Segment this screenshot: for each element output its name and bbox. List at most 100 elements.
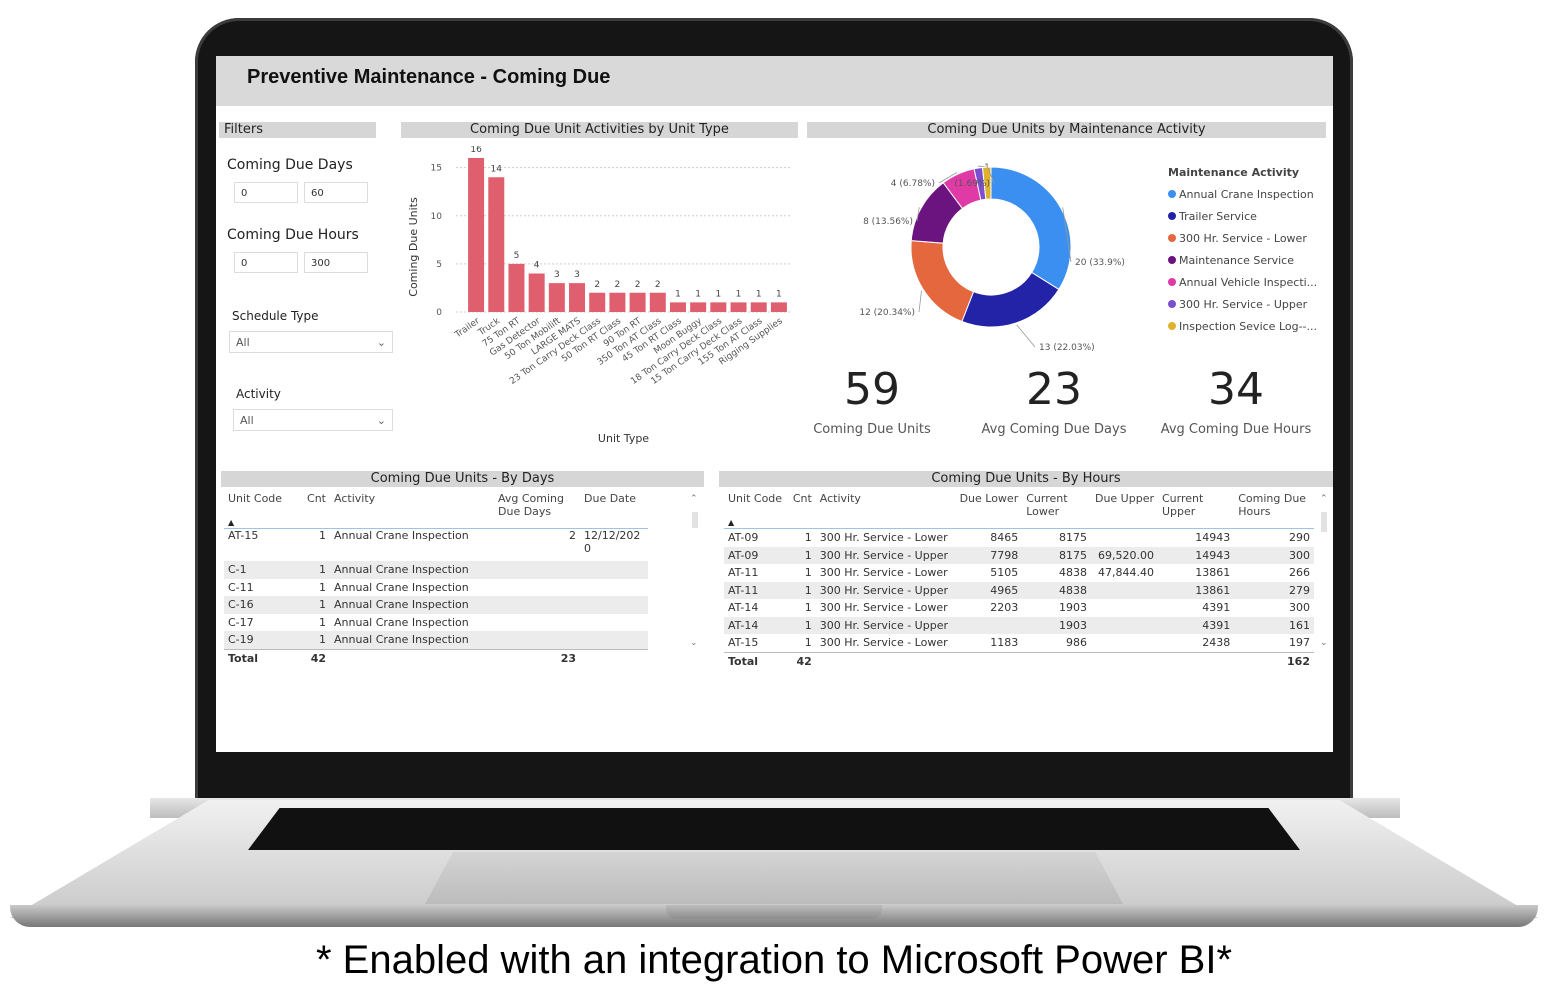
kpi-avg-coming-due-days-value: 23: [1026, 364, 1082, 415]
table-row[interactable]: AT-14 1 300 Hr. Service - Lower 2203 1903 439…: [724, 599, 1314, 617]
table-hours-scrollbar[interactable]: [1321, 512, 1327, 532]
bar-45-ton-rt-class[interactable]: [730, 302, 747, 312]
bar-gas-detector[interactable]: [528, 273, 545, 313]
legend-item[interactable]: Maintenance Service: [1168, 250, 1328, 272]
coming-due-days-min-input[interactable]: 0: [234, 182, 298, 203]
bar-155-ton-at-class[interactable]: [690, 302, 707, 312]
cell-activity: Annual Crane Inspection: [334, 580, 469, 594]
col-header-cnt[interactable]: Cnt: [792, 492, 812, 505]
legend-item[interactable]: Trailer Service: [1168, 206, 1328, 228]
col-header-activity[interactable]: Activity: [334, 492, 376, 505]
col-header-avg-coming-due-days[interactable]: Avg Coming Due Days: [498, 492, 565, 518]
cell-coming-due-hours: 266: [1289, 566, 1310, 580]
cell-unit-code: AT-11: [724, 581, 788, 599]
cell-due-lower: 2203: [990, 601, 1019, 615]
col-header-current-upper[interactable]: Current Upper: [1161, 492, 1204, 518]
cell-unit-code: C-19: [224, 631, 302, 649]
sort-ascending-icon[interactable]: ▲: [228, 518, 235, 527]
x-axis-title: Unit Type: [598, 432, 649, 445]
cell-cnt: 1: [319, 615, 326, 629]
schedule-type-value: All: [236, 336, 250, 349]
cell-activity: 300 Hr. Service - Lower: [819, 636, 948, 650]
bar-truck[interactable]: [488, 177, 505, 312]
table-row[interactable]: C-19 1 Annual Crane Inspection: [224, 631, 648, 649]
coming-due-days-label: Coming Due Days: [227, 157, 353, 173]
scroll-up-icon[interactable]: ⌃: [1320, 494, 1328, 504]
table-row[interactable]: AT-15 1 300 Hr. Service - Lower 1183 986 2438…: [724, 634, 1314, 652]
donut-data-label: 4 (6.78%): [891, 179, 935, 189]
coming-due-days-max-input[interactable]: 60: [304, 182, 368, 203]
legend-item[interactable]: Annual Crane Inspection: [1168, 184, 1328, 206]
donut-slice-trailer-service[interactable]: [961, 271, 1060, 328]
table-row[interactable]: AT-11 1 300 Hr. Service - Lower 5105 4838 47,…: [724, 564, 1314, 582]
col-header-due-upper[interactable]: Due Upper: [1094, 492, 1154, 505]
y-axis-title: Coming Due Units: [407, 197, 420, 297]
bar-large-mats[interactable]: [569, 283, 586, 312]
cell-coming-due-hours: 197: [1289, 636, 1310, 650]
bar-90-ton-rt[interactable]: [649, 292, 666, 312]
bar-50-ton-mobilift[interactable]: [548, 283, 565, 312]
table-days-title: Coming Due Units - By Days: [221, 471, 704, 487]
legend-item[interactable]: Annual Vehicle Inspecti...: [1168, 272, 1328, 294]
table-row[interactable]: C-17 1 Annual Crane Inspection: [224, 614, 648, 632]
donut-data-label: 20 (33.9%): [1075, 258, 1125, 268]
col-header-cnt[interactable]: Cnt: [307, 492, 326, 505]
chevron-down-icon: ⌄: [376, 336, 386, 349]
sort-ascending-icon[interactable]: ▲: [728, 518, 735, 527]
col-header-due-lower[interactable]: Due Lower: [959, 492, 1019, 505]
donut-leader-line: [1016, 324, 1036, 348]
table-row[interactable]: AT-09 1 300 Hr. Service - Upper 7798 8175 69,…: [724, 546, 1314, 564]
table-row[interactable]: AT-15 1 Annual Crane Inspection 2 12/12/202 0: [224, 529, 648, 562]
legend-item[interactable]: Inspection Sevice Log--...: [1168, 316, 1328, 338]
table-row[interactable]: C-16 1 Annual Crane Inspection: [224, 596, 648, 614]
bar-rigging-supplies[interactable]: [770, 302, 787, 312]
bar-moon-buggy[interactable]: [750, 302, 767, 312]
col-header-unit-code[interactable]: Unit Code: [228, 492, 283, 505]
table-row[interactable]: C-1 1 Annual Crane Inspection: [224, 561, 648, 579]
table-row[interactable]: AT-11 1 300 Hr. Service - Upper 4965 4838 138…: [724, 581, 1314, 599]
schedule-type-dropdown[interactable]: All ⌄: [229, 331, 393, 353]
bar-18-ton-carry-deck-class[interactable]: [609, 292, 626, 312]
total-empty: [580, 649, 648, 667]
bar-350-ton-at-class[interactable]: [710, 302, 727, 312]
col-header-due-date[interactable]: Due Date: [584, 492, 636, 505]
cell-current-lower: 986: [1065, 636, 1087, 650]
total-empty: [1091, 652, 1158, 670]
col-header-activity[interactable]: Activity: [819, 492, 861, 505]
table-days-scrollbar[interactable]: [692, 512, 698, 528]
scroll-down-icon[interactable]: ⌄: [1320, 638, 1328, 648]
donut-slice-300-hr-service-lower[interactable]: [910, 240, 975, 323]
cell-due-date: [580, 579, 648, 597]
cell-coming-due-hours: 279: [1234, 581, 1314, 599]
laptop-trackpad: [425, 852, 1123, 904]
cell-due-upper: [1090, 616, 1158, 634]
bar-trailer[interactable]: [468, 158, 485, 312]
bar-23-ton-carry-deck-class[interactable]: [589, 292, 606, 312]
col-header-coming-due-hours[interactable]: Coming Due Hours: [1238, 492, 1307, 518]
donut-slice-inspection-sevice-log-[interactable]: [981, 166, 992, 200]
table-row[interactable]: AT-09 1 300 Hr. Service - Lower 8465 8175 149…: [724, 529, 1314, 547]
legend-item[interactable]: 300 Hr. Service - Lower: [1168, 228, 1328, 250]
scroll-up-icon[interactable]: ⌃: [690, 494, 698, 504]
legend-marker-icon: [1168, 322, 1176, 330]
page-title: Preventive Maintenance - Coming Due: [247, 66, 611, 88]
bar-15-ton-carry-deck-class[interactable]: [669, 302, 686, 312]
coming-due-hours-min-input[interactable]: 0: [234, 252, 298, 273]
maintenance-activity-donut-chart: 20 (33.9%) 13 (22.03%) 12 (20.34%) 8 (13.56…: [859, 163, 1125, 353]
bar-75-ton-rt[interactable]: [508, 263, 525, 312]
col-header-current-lower[interactable]: Current Lower: [1026, 492, 1068, 518]
scroll-down-icon[interactable]: ⌄: [690, 638, 698, 648]
coming-due-hours-max-input[interactable]: 300: [304, 252, 368, 273]
bar-50-ton-rt-class[interactable]: [629, 292, 646, 312]
cell-due-upper: 47,844.40: [1098, 566, 1154, 580]
bar-data-label: 2: [615, 280, 621, 290]
table-row[interactable]: C-11 1 Annual Crane Inspection: [224, 579, 648, 597]
table-row[interactable]: AT-14 1 300 Hr. Service - Upper 1903 4391 161: [724, 616, 1314, 634]
cell-current-upper: 4391: [1157, 616, 1235, 634]
donut-slice-annual-crane-inspection[interactable]: [990, 166, 1072, 291]
cell-cnt: 1: [787, 616, 816, 634]
legend-item[interactable]: 300 Hr. Service - Upper: [1168, 294, 1328, 316]
legend-label: Inspection Sevice Log--...: [1179, 320, 1318, 333]
col-header-unit-code[interactable]: Unit Code: [728, 492, 783, 505]
activity-dropdown[interactable]: All ⌄: [233, 409, 393, 431]
